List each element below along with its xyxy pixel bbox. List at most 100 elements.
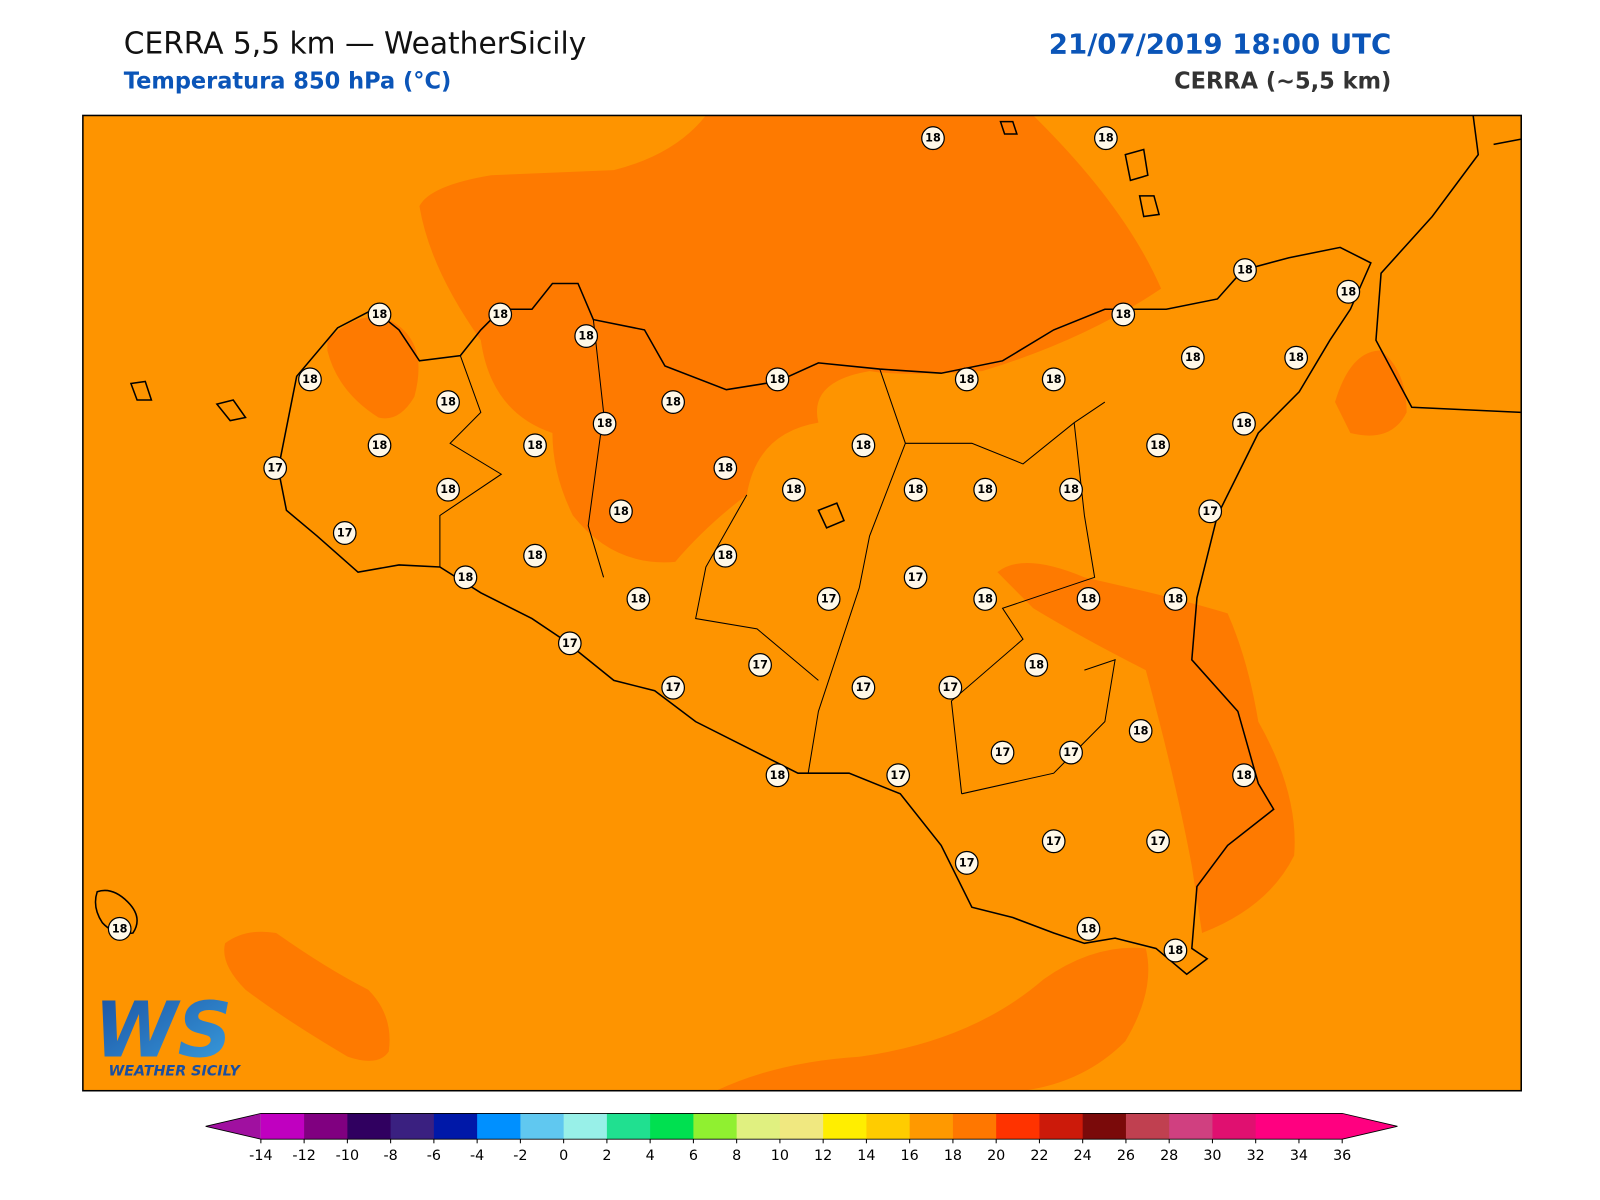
station-value: 17	[752, 658, 768, 671]
station-marker	[1076, 587, 1101, 611]
logo-text: WEATHER SICILY	[108, 1063, 241, 1079]
station-marker	[851, 675, 876, 700]
colorbar-tick-label: -4	[470, 1148, 484, 1164]
station-value: 18	[717, 462, 733, 475]
title: CERRA 5,5 km — WeatherSicily	[124, 27, 587, 62]
station-marker	[1094, 126, 1118, 151]
station-marker	[436, 390, 460, 415]
station-value: 18	[1185, 351, 1201, 364]
colorbar-segment	[952, 1113, 997, 1140]
station-value: 18	[458, 571, 474, 584]
station-marker	[1076, 916, 1101, 941]
colorbar-segment	[1082, 1113, 1127, 1140]
colorbar-segment	[909, 1113, 954, 1140]
station-marker	[436, 477, 460, 502]
colorbar-tick-label: 20	[987, 1148, 1005, 1164]
station-marker	[609, 499, 633, 524]
province-borders	[439, 319, 1116, 795]
colorbar-tick-label: 14	[857, 1148, 875, 1164]
station-marker	[1059, 740, 1083, 765]
station-value: 18	[578, 330, 594, 343]
station-value: 18	[1081, 922, 1097, 935]
logo-mark: WS	[94, 985, 232, 1074]
station-value: 18	[631, 592, 647, 605]
colorbar-tick-label: -12	[292, 1148, 315, 1164]
colorbar-tick-label: 12	[814, 1148, 832, 1164]
station-value: 18	[1341, 285, 1357, 298]
colorbar-tick-label: -14	[249, 1148, 272, 1164]
colorbar-segment	[1039, 1113, 1084, 1140]
colorbar-tick-label: -10	[336, 1148, 359, 1164]
station-marker	[903, 477, 928, 502]
station-marker	[332, 521, 357, 545]
station-value: 17	[267, 462, 283, 475]
colorbar-segment	[1255, 1113, 1300, 1140]
station-marker	[851, 433, 876, 458]
station-marker	[713, 456, 738, 480]
station-marker	[107, 916, 132, 941]
colorbar-tick-label: 0	[559, 1148, 568, 1164]
colorbar-tick-label: 2	[602, 1148, 611, 1164]
station-marker	[557, 631, 582, 656]
station-value: 17	[821, 592, 837, 605]
station-marker	[263, 456, 288, 480]
station-value: 18	[1288, 351, 1304, 364]
station-value: 18	[1046, 373, 1062, 386]
colorbar-segment	[736, 1113, 781, 1140]
colorbar-segment	[1212, 1113, 1257, 1140]
station-value: 18	[977, 483, 993, 496]
colorbar-tick-label: 4	[646, 1148, 655, 1164]
station-marker	[765, 367, 790, 392]
station-marker	[903, 565, 928, 590]
station-value: 18	[1237, 264, 1253, 277]
station-marker	[523, 433, 547, 458]
map: 18 18 18 18 18 18 18 18 18 18 18 18 18 18 18 18 18 18 18 18…	[82, 115, 1522, 1091]
station-marker	[938, 675, 963, 700]
colorbar-segment	[866, 1113, 911, 1140]
station-value: 17	[908, 571, 924, 584]
station-marker	[1146, 433, 1170, 458]
station-marker	[921, 126, 945, 151]
colorbar-tick-label: -8	[383, 1148, 397, 1164]
station-value: 17	[959, 856, 975, 869]
station-value: 18	[440, 483, 456, 496]
colorbar-tick-label: 8	[732, 1148, 741, 1164]
colorbar-segment	[433, 1113, 478, 1140]
station-value: 17	[890, 769, 906, 782]
colorbar-tick-label: 26	[1117, 1148, 1135, 1164]
station-marker	[1111, 302, 1136, 327]
colorbar-over	[1342, 1113, 1398, 1140]
station-value: 18	[1115, 308, 1131, 321]
station-marker	[990, 740, 1015, 765]
station-value: 18	[372, 308, 388, 321]
station-value: 18	[440, 396, 456, 409]
station-value: 18	[613, 505, 629, 518]
station-marker	[973, 477, 998, 502]
subtitle: Temperatura 850 hPa (°C)	[124, 69, 452, 95]
colorbar-segment	[779, 1113, 824, 1140]
station-marker	[1024, 652, 1049, 677]
station-value: 18	[1063, 483, 1079, 496]
station-value: 18	[1236, 417, 1252, 430]
station-value: 18	[112, 922, 128, 935]
colorbar-segment	[693, 1113, 738, 1140]
colorbar-tick-label: 32	[1247, 1148, 1265, 1164]
colorbar-tick-label: -6	[427, 1148, 441, 1164]
station-marker	[1284, 345, 1309, 370]
station-marker	[1336, 279, 1361, 304]
station-marker	[592, 411, 617, 436]
station-value: 18	[977, 592, 993, 605]
colorbar-tick-label: 34	[1290, 1148, 1308, 1164]
colorbar: -14 -12 -10 -8 -6 -4 -2 0 2 4 6 8 10 12 14 16 18 20 22 24 26…	[205, 1112, 1398, 1164]
station-marker	[748, 652, 772, 677]
colorbar-segment	[304, 1113, 348, 1140]
colorbar-segment	[1169, 1113, 1213, 1140]
station-value: 18	[302, 373, 318, 386]
colorbar-tick-label: 6	[689, 1148, 698, 1164]
colorbar-segment	[650, 1113, 694, 1140]
station-marker	[1198, 499, 1223, 524]
station-marker	[816, 587, 841, 611]
station-marker	[1041, 367, 1066, 392]
station-marker	[626, 587, 651, 611]
